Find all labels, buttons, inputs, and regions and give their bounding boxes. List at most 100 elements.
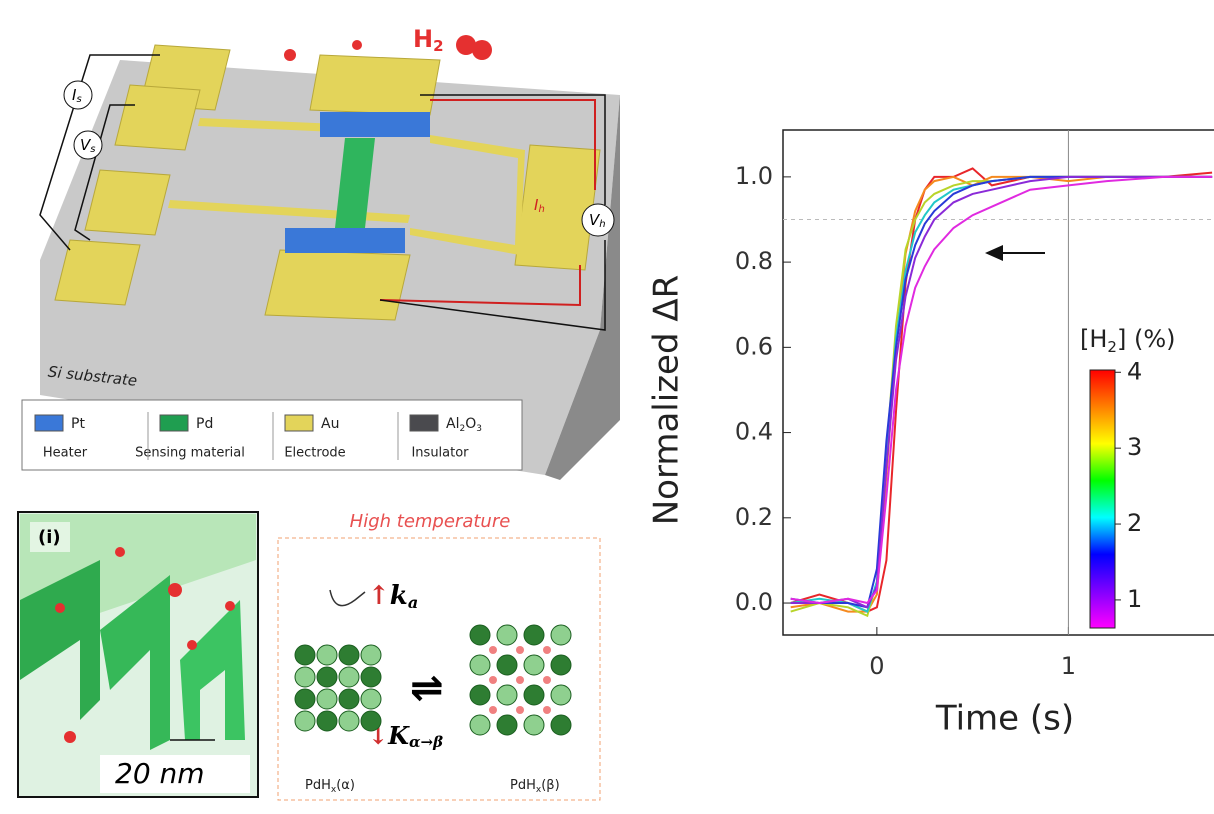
arrow-head — [985, 245, 1003, 261]
pd-atom — [524, 715, 544, 735]
pad — [115, 85, 200, 150]
x-axis-label: Time (s) — [935, 699, 1074, 739]
panel-label: (i) — [38, 527, 61, 548]
h-atom — [516, 676, 524, 684]
legend-role: Sensing material — [135, 446, 245, 461]
series-line — [791, 177, 1212, 603]
t: (α) — [336, 778, 355, 793]
t: s — [76, 94, 81, 105]
y-tick-label: 0.8 — [735, 247, 773, 275]
pd-atom — [551, 655, 571, 675]
pd-atom — [361, 667, 381, 687]
pd-atom — [317, 689, 337, 709]
series-line — [791, 177, 1212, 612]
h-atom — [543, 676, 551, 684]
pd-atom — [551, 625, 571, 645]
h-atom — [489, 646, 497, 654]
ka-label: ↑ka — [368, 581, 418, 612]
y-tick-label: 0.2 — [735, 503, 773, 531]
pd-atom — [524, 625, 544, 645]
legend-text: Al — [446, 416, 459, 432]
legend-text: 3 — [476, 424, 482, 434]
t: 2 — [1107, 338, 1117, 356]
colorbar — [1090, 370, 1115, 628]
legend-swatch — [160, 415, 188, 431]
pd-atom — [295, 689, 315, 709]
pd-atom — [470, 715, 490, 735]
pd-atom — [497, 625, 517, 645]
h2-molecule — [352, 40, 362, 50]
colorbar-label: [H2] (%) — [1080, 325, 1176, 356]
y-axis-label: Normalized ΔR — [647, 275, 687, 526]
pad — [55, 240, 140, 305]
device-diagram: H2 Is Vs Vh Ih Si substrate PtHeaterPdSe… — [22, 25, 620, 480]
pad — [85, 170, 170, 235]
pd-atom — [339, 711, 359, 731]
plot-frame — [783, 130, 1214, 635]
h2-label: H2 — [413, 25, 444, 55]
y-tick-label: 0.4 — [735, 418, 773, 446]
pd-atom — [470, 655, 490, 675]
legend-name: Pt — [71, 416, 85, 432]
t: ] (%) — [1117, 325, 1176, 353]
h-atom — [489, 706, 497, 714]
y-tick-label: 0.0 — [735, 588, 773, 616]
beta-label: PdHx(β) — [510, 778, 560, 795]
alpha-label: PdHx(α) — [305, 778, 355, 795]
pd-atom — [361, 711, 381, 731]
t: h — [538, 204, 544, 215]
h-atom — [168, 583, 182, 597]
pd-atom — [317, 711, 337, 731]
legend-role: Electrode — [284, 446, 345, 461]
pd-atom — [470, 685, 490, 705]
pd-atom — [551, 685, 571, 705]
h2-molecule — [472, 40, 492, 60]
pd-atom — [317, 645, 337, 665]
pd-atom — [295, 711, 315, 731]
heater — [320, 112, 430, 137]
equilibrium: ⇌ — [410, 665, 444, 711]
pd-atom — [339, 689, 359, 709]
t: PdH — [305, 778, 331, 793]
pd-atom — [497, 685, 517, 705]
h-atom — [115, 547, 125, 557]
t: [H — [1080, 325, 1107, 353]
pd-atom — [339, 645, 359, 665]
x-tick-label: 1 — [1061, 652, 1076, 680]
h-atom — [516, 706, 524, 714]
pd-atom — [551, 715, 571, 735]
h2-sub: 2 — [433, 37, 443, 55]
h-atom — [55, 603, 65, 613]
pd-atom — [317, 667, 337, 687]
legend-text: Pd — [196, 416, 213, 432]
t: PdH — [510, 778, 536, 793]
h-atom — [543, 706, 551, 714]
pd-atom — [361, 689, 381, 709]
h-atom — [187, 640, 197, 650]
figure: H2 Is Vs Vh Ih Si substrate PtHeaterPdSe… — [0, 0, 1214, 810]
legend-text: O — [465, 416, 476, 432]
h-atom — [516, 646, 524, 654]
colorbar-tick-label: 4 — [1127, 357, 1142, 385]
series-line — [791, 177, 1212, 607]
series-line — [791, 177, 1212, 612]
t: a — [408, 593, 418, 612]
t: s — [90, 144, 95, 155]
pd-atom — [497, 715, 517, 735]
legend-text: Pt — [71, 416, 85, 432]
pd-atom — [295, 667, 315, 687]
t: h — [599, 219, 605, 230]
pd-atom — [524, 685, 544, 705]
pd-atom — [339, 667, 359, 687]
legend-swatch — [35, 415, 63, 431]
colorbar-tick-label: 1 — [1127, 585, 1142, 613]
colorbar-tick-label: 3 — [1127, 433, 1142, 461]
y-tick-label: 0.6 — [735, 332, 773, 360]
chart: Normalized ΔR Time (s) [H2] (%) 0.0 0.2 0.… — [647, 130, 1214, 739]
path-arrow — [330, 590, 365, 606]
t: (β) — [541, 778, 559, 793]
h-atom — [225, 601, 235, 611]
t: K — [387, 721, 410, 750]
series-line — [791, 177, 1212, 616]
h-atom — [489, 676, 497, 684]
